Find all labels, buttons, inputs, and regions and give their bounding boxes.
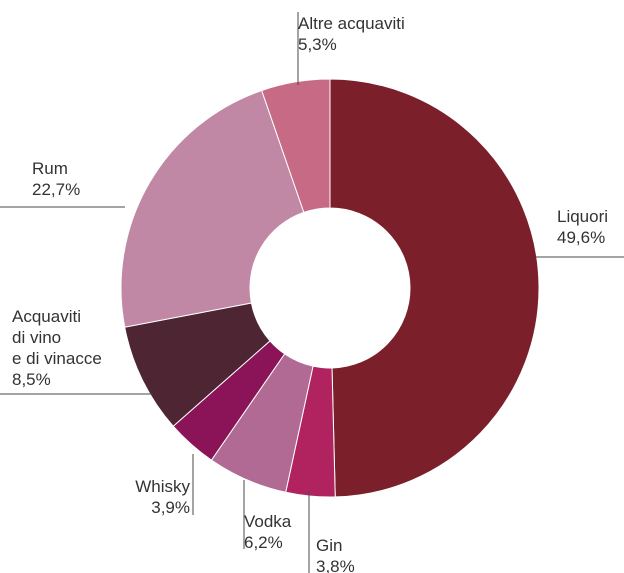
slice-name-label: Vodka (244, 512, 292, 531)
slice-label: Vodka 6,2% (244, 512, 292, 552)
slice-name-label: Rum (32, 159, 68, 178)
slice-value-label: 6,2% (244, 533, 283, 552)
slice-altre-acquaviti (261, 78, 331, 214)
slice-name-label: Acquaviti (12, 307, 81, 326)
slice-value-label: 49,6% (557, 228, 605, 247)
slice-label: Whisky 3,9% (135, 477, 190, 517)
slice-name-label: Altre acquaviti (298, 14, 405, 33)
slice-rum (120, 89, 305, 328)
slice-name-label: e di vinacce (12, 349, 102, 368)
slice-name-label: di vino (12, 328, 61, 347)
slice-label: Liquori 49,6% (557, 207, 608, 247)
slice-name-label: Liquori (557, 207, 608, 226)
slice-label: Acquaviti di vino e di vinacce 8,5% (12, 307, 102, 389)
leader-lines (0, 12, 624, 573)
slice-value-label: 8,5% (12, 370, 51, 389)
donut-slices (120, 78, 540, 498)
slice-label: Rum 22,7% (32, 159, 80, 199)
slice-name-label: Gin (316, 536, 342, 555)
slice-value-label: 22,7% (32, 180, 80, 199)
slice-label: Altre acquaviti 5,3% (298, 14, 405, 54)
slice-liquori (329, 78, 540, 498)
slice-value-label: 3,8% (316, 557, 355, 573)
slice-name-label: Whisky (135, 477, 190, 496)
slice-value-label: 3,9% (151, 498, 190, 517)
slice-value-label: 5,3% (298, 35, 337, 54)
slice-labels: Liquori 49,6% Gin 3,8% Vodka 6,2% Whisky 3,9% Ac… (12, 14, 608, 573)
slice-label: Gin 3,8% (316, 536, 355, 573)
